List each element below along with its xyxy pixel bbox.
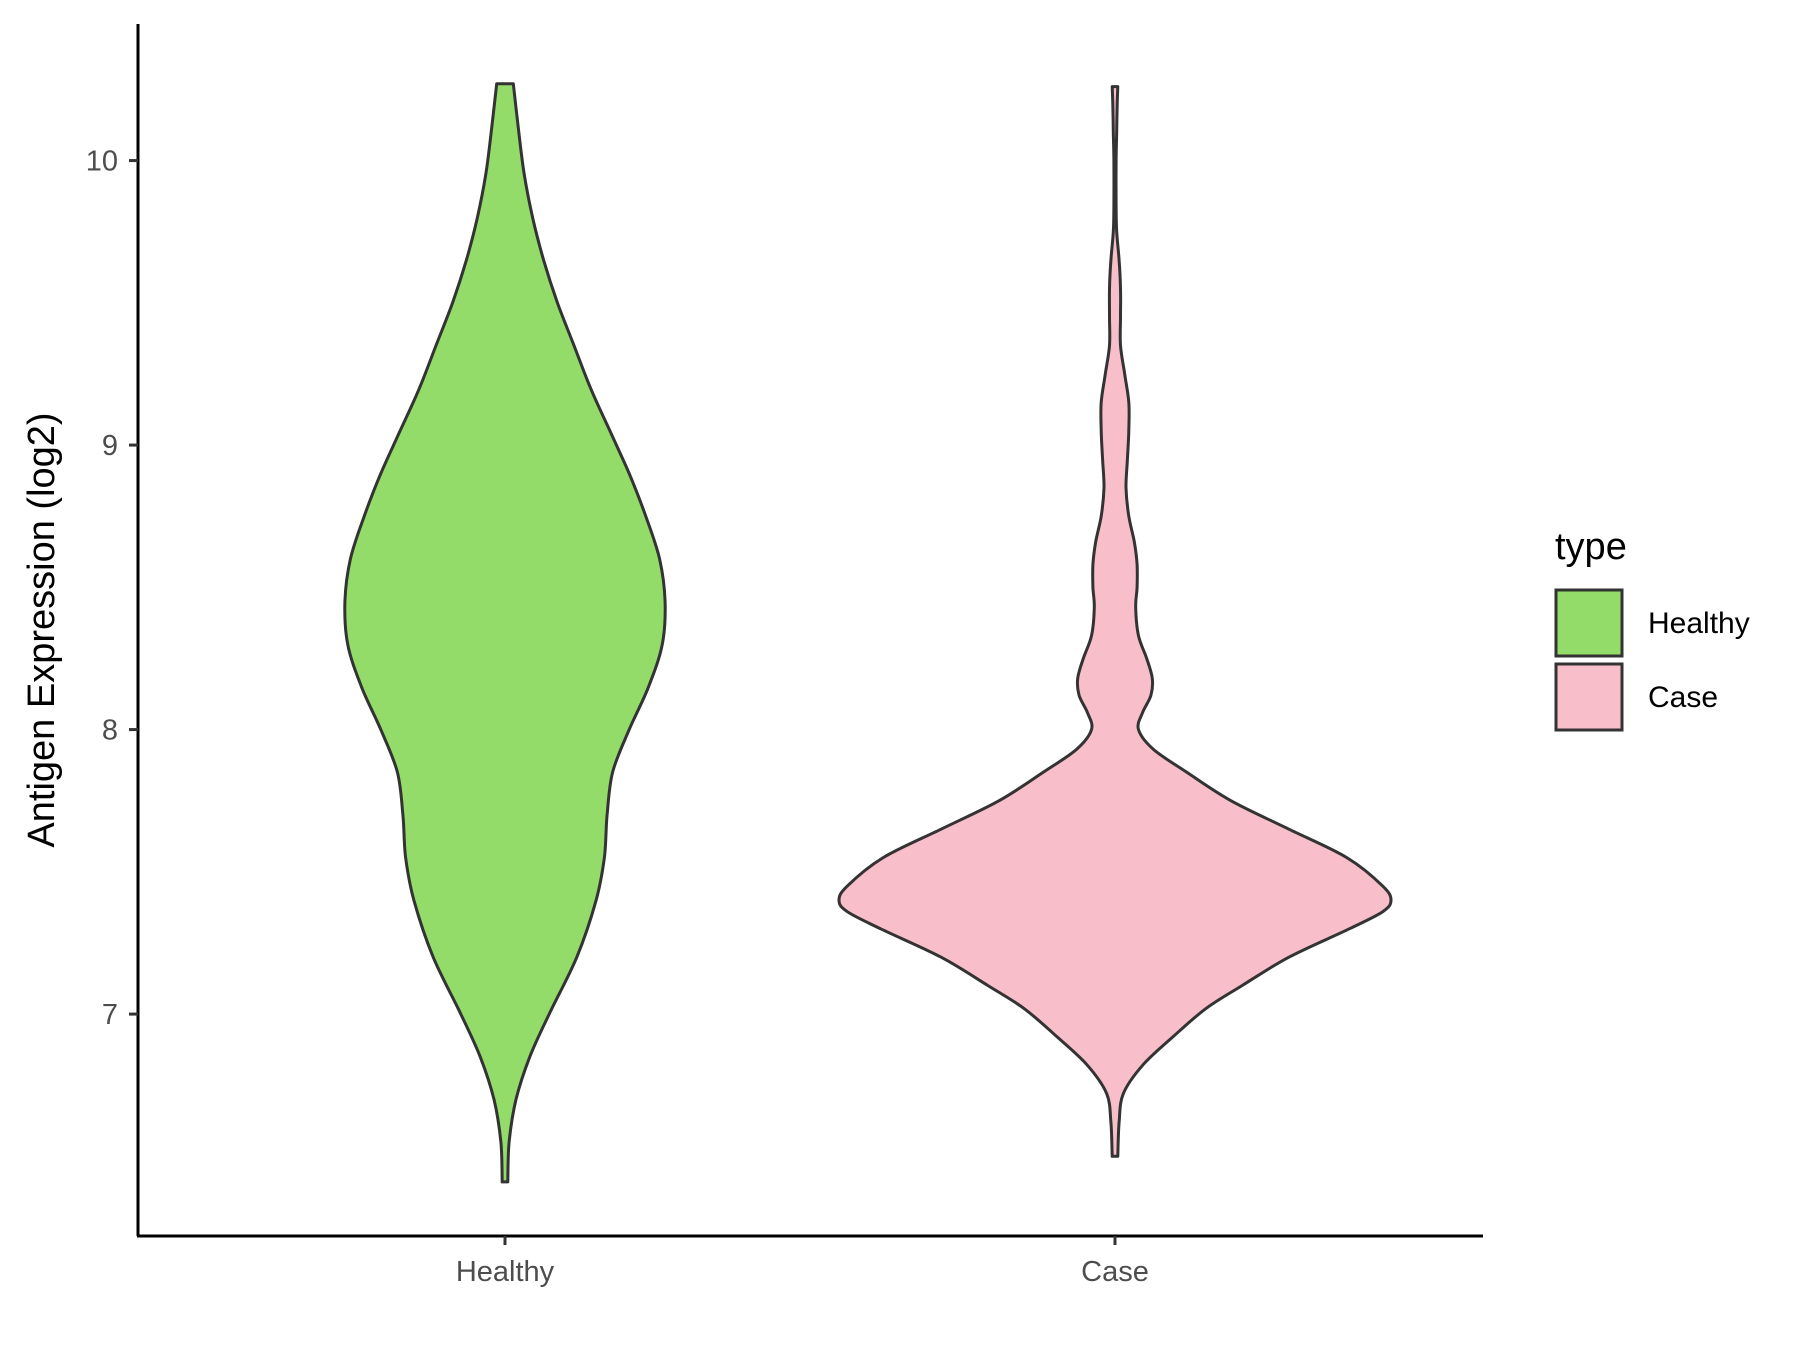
x-tick-label: Case	[1081, 1256, 1149, 1288]
legend-swatch-healthy	[1554, 588, 1624, 658]
legend-title: type	[1555, 526, 1627, 568]
legend: type Healthy Case	[1554, 526, 1750, 732]
y-tick-label: 8	[102, 715, 118, 747]
legend-items: Healthy Case	[1554, 588, 1750, 732]
violin-layer	[343, 82, 1393, 1184]
y-axis-title: Antigen Expression (log2)	[21, 412, 63, 847]
legend-swatch-case	[1554, 662, 1624, 732]
x-tick-label: Healthy	[456, 1256, 555, 1288]
x-axis-ticks: Healthy Case	[456, 1236, 1149, 1288]
violin-case	[837, 85, 1393, 1158]
legend-label-case: Case	[1648, 681, 1718, 714]
y-tick-label: 10	[86, 146, 118, 178]
y-tick-label: 7	[102, 999, 118, 1031]
y-axis-ticks: 7 8 9 10	[86, 146, 138, 1031]
violin-healthy	[343, 82, 667, 1184]
legend-label-healthy: Healthy	[1648, 607, 1750, 640]
y-tick-label: 9	[102, 430, 118, 462]
